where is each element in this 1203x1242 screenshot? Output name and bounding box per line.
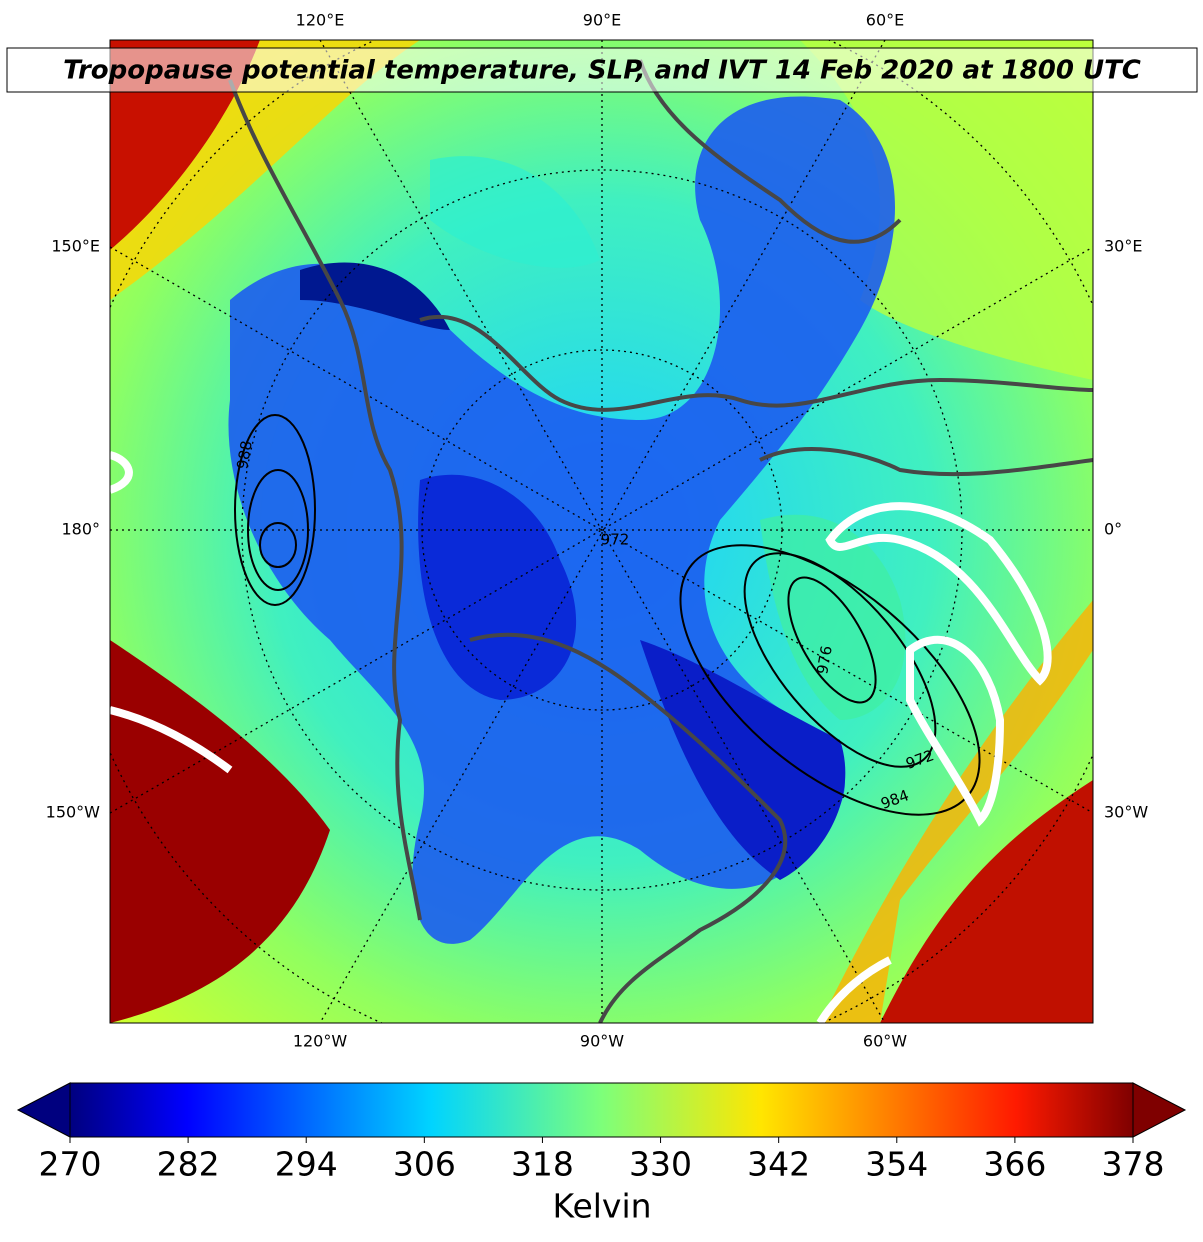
lon-label: 120°E: [296, 11, 345, 30]
colorbar-tick-label: 282: [157, 1145, 220, 1184]
lon-label: 120°W: [293, 1032, 348, 1051]
colorbar-tick-label: 270: [39, 1145, 102, 1184]
colorbar-tick-label: 306: [393, 1145, 456, 1184]
graticule-labels: 120°E 90°E 60°E 120°W 90°W 60°W 150°E 18…: [46, 11, 1149, 1051]
lon-label: 60°W: [863, 1032, 907, 1051]
colorbar-tick-label: 342: [747, 1145, 810, 1184]
colorbar-tick-label: 378: [1102, 1145, 1165, 1184]
lat-label: 0°: [1104, 520, 1122, 539]
lat-label: 150°W: [46, 803, 101, 822]
colorbar-tick-label: 330: [629, 1145, 692, 1184]
colorbar-tick-label: 294: [275, 1145, 338, 1184]
colorbar: Kelvin 270 282 294 306 318 330 342 354 366 378: [16, 1082, 1187, 1226]
map-frame: [109, 39, 1094, 1024]
title-box: [6, 47, 1198, 93]
contour-label: 976: [813, 644, 836, 675]
lon-label: 60°E: [866, 11, 904, 30]
lon-label: 90°W: [580, 1032, 624, 1051]
colorbar-tick-label: 318: [511, 1145, 574, 1184]
colorbar-tick-label: 354: [865, 1145, 928, 1184]
colorbar-label: Kelvin: [552, 1187, 651, 1226]
contour-label: 972: [601, 531, 630, 549]
lat-label: 150°E: [51, 237, 100, 256]
title: Tropopause potential temperature, SLP, a…: [63, 56, 1141, 86]
lat-label: 30°W: [1104, 803, 1148, 822]
colorbar-tick-label: 366: [983, 1145, 1046, 1184]
map: [110, 40, 1093, 1023]
contour-label: 988: [233, 439, 256, 470]
contour-labels: 988 972 976 972 984: [233, 439, 936, 813]
lat-label: 30°E: [1104, 237, 1142, 256]
lat-label: 180°: [61, 520, 100, 539]
lon-label: 90°E: [583, 11, 621, 30]
